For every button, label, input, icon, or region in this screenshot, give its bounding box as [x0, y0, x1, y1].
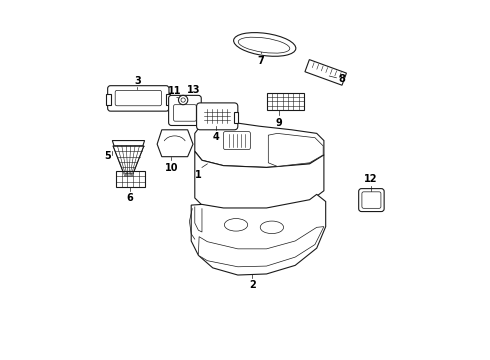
Bar	[116, 171, 145, 187]
Polygon shape	[166, 94, 171, 105]
FancyBboxPatch shape	[169, 95, 201, 126]
FancyBboxPatch shape	[115, 90, 161, 106]
Polygon shape	[112, 140, 145, 146]
Text: 7: 7	[258, 55, 265, 66]
Text: 8: 8	[338, 74, 345, 84]
Polygon shape	[234, 112, 238, 123]
Bar	[267, 93, 304, 110]
Polygon shape	[191, 194, 326, 275]
Text: 4: 4	[213, 132, 220, 141]
FancyBboxPatch shape	[173, 105, 196, 121]
Polygon shape	[195, 123, 324, 167]
Text: 3: 3	[134, 76, 141, 86]
Text: 1: 1	[195, 170, 202, 180]
Circle shape	[178, 95, 188, 105]
Ellipse shape	[234, 33, 296, 56]
Polygon shape	[106, 94, 111, 105]
Text: 9: 9	[275, 118, 282, 128]
Text: 6: 6	[126, 193, 133, 203]
FancyBboxPatch shape	[108, 86, 169, 111]
Polygon shape	[195, 151, 324, 209]
FancyBboxPatch shape	[362, 192, 381, 208]
Text: 13: 13	[187, 85, 200, 95]
Polygon shape	[113, 146, 144, 176]
FancyBboxPatch shape	[359, 189, 384, 212]
Text: 12: 12	[364, 174, 377, 184]
Polygon shape	[198, 226, 324, 267]
Polygon shape	[269, 134, 323, 166]
Text: 11: 11	[169, 86, 182, 96]
Ellipse shape	[238, 37, 290, 53]
FancyBboxPatch shape	[196, 103, 238, 130]
Text: 5: 5	[105, 151, 111, 161]
Ellipse shape	[260, 221, 284, 234]
Ellipse shape	[224, 219, 247, 231]
FancyBboxPatch shape	[223, 132, 250, 149]
Text: 2: 2	[249, 280, 256, 291]
Circle shape	[181, 98, 185, 102]
Polygon shape	[157, 130, 193, 157]
Polygon shape	[305, 60, 346, 85]
Text: 10: 10	[165, 163, 178, 173]
